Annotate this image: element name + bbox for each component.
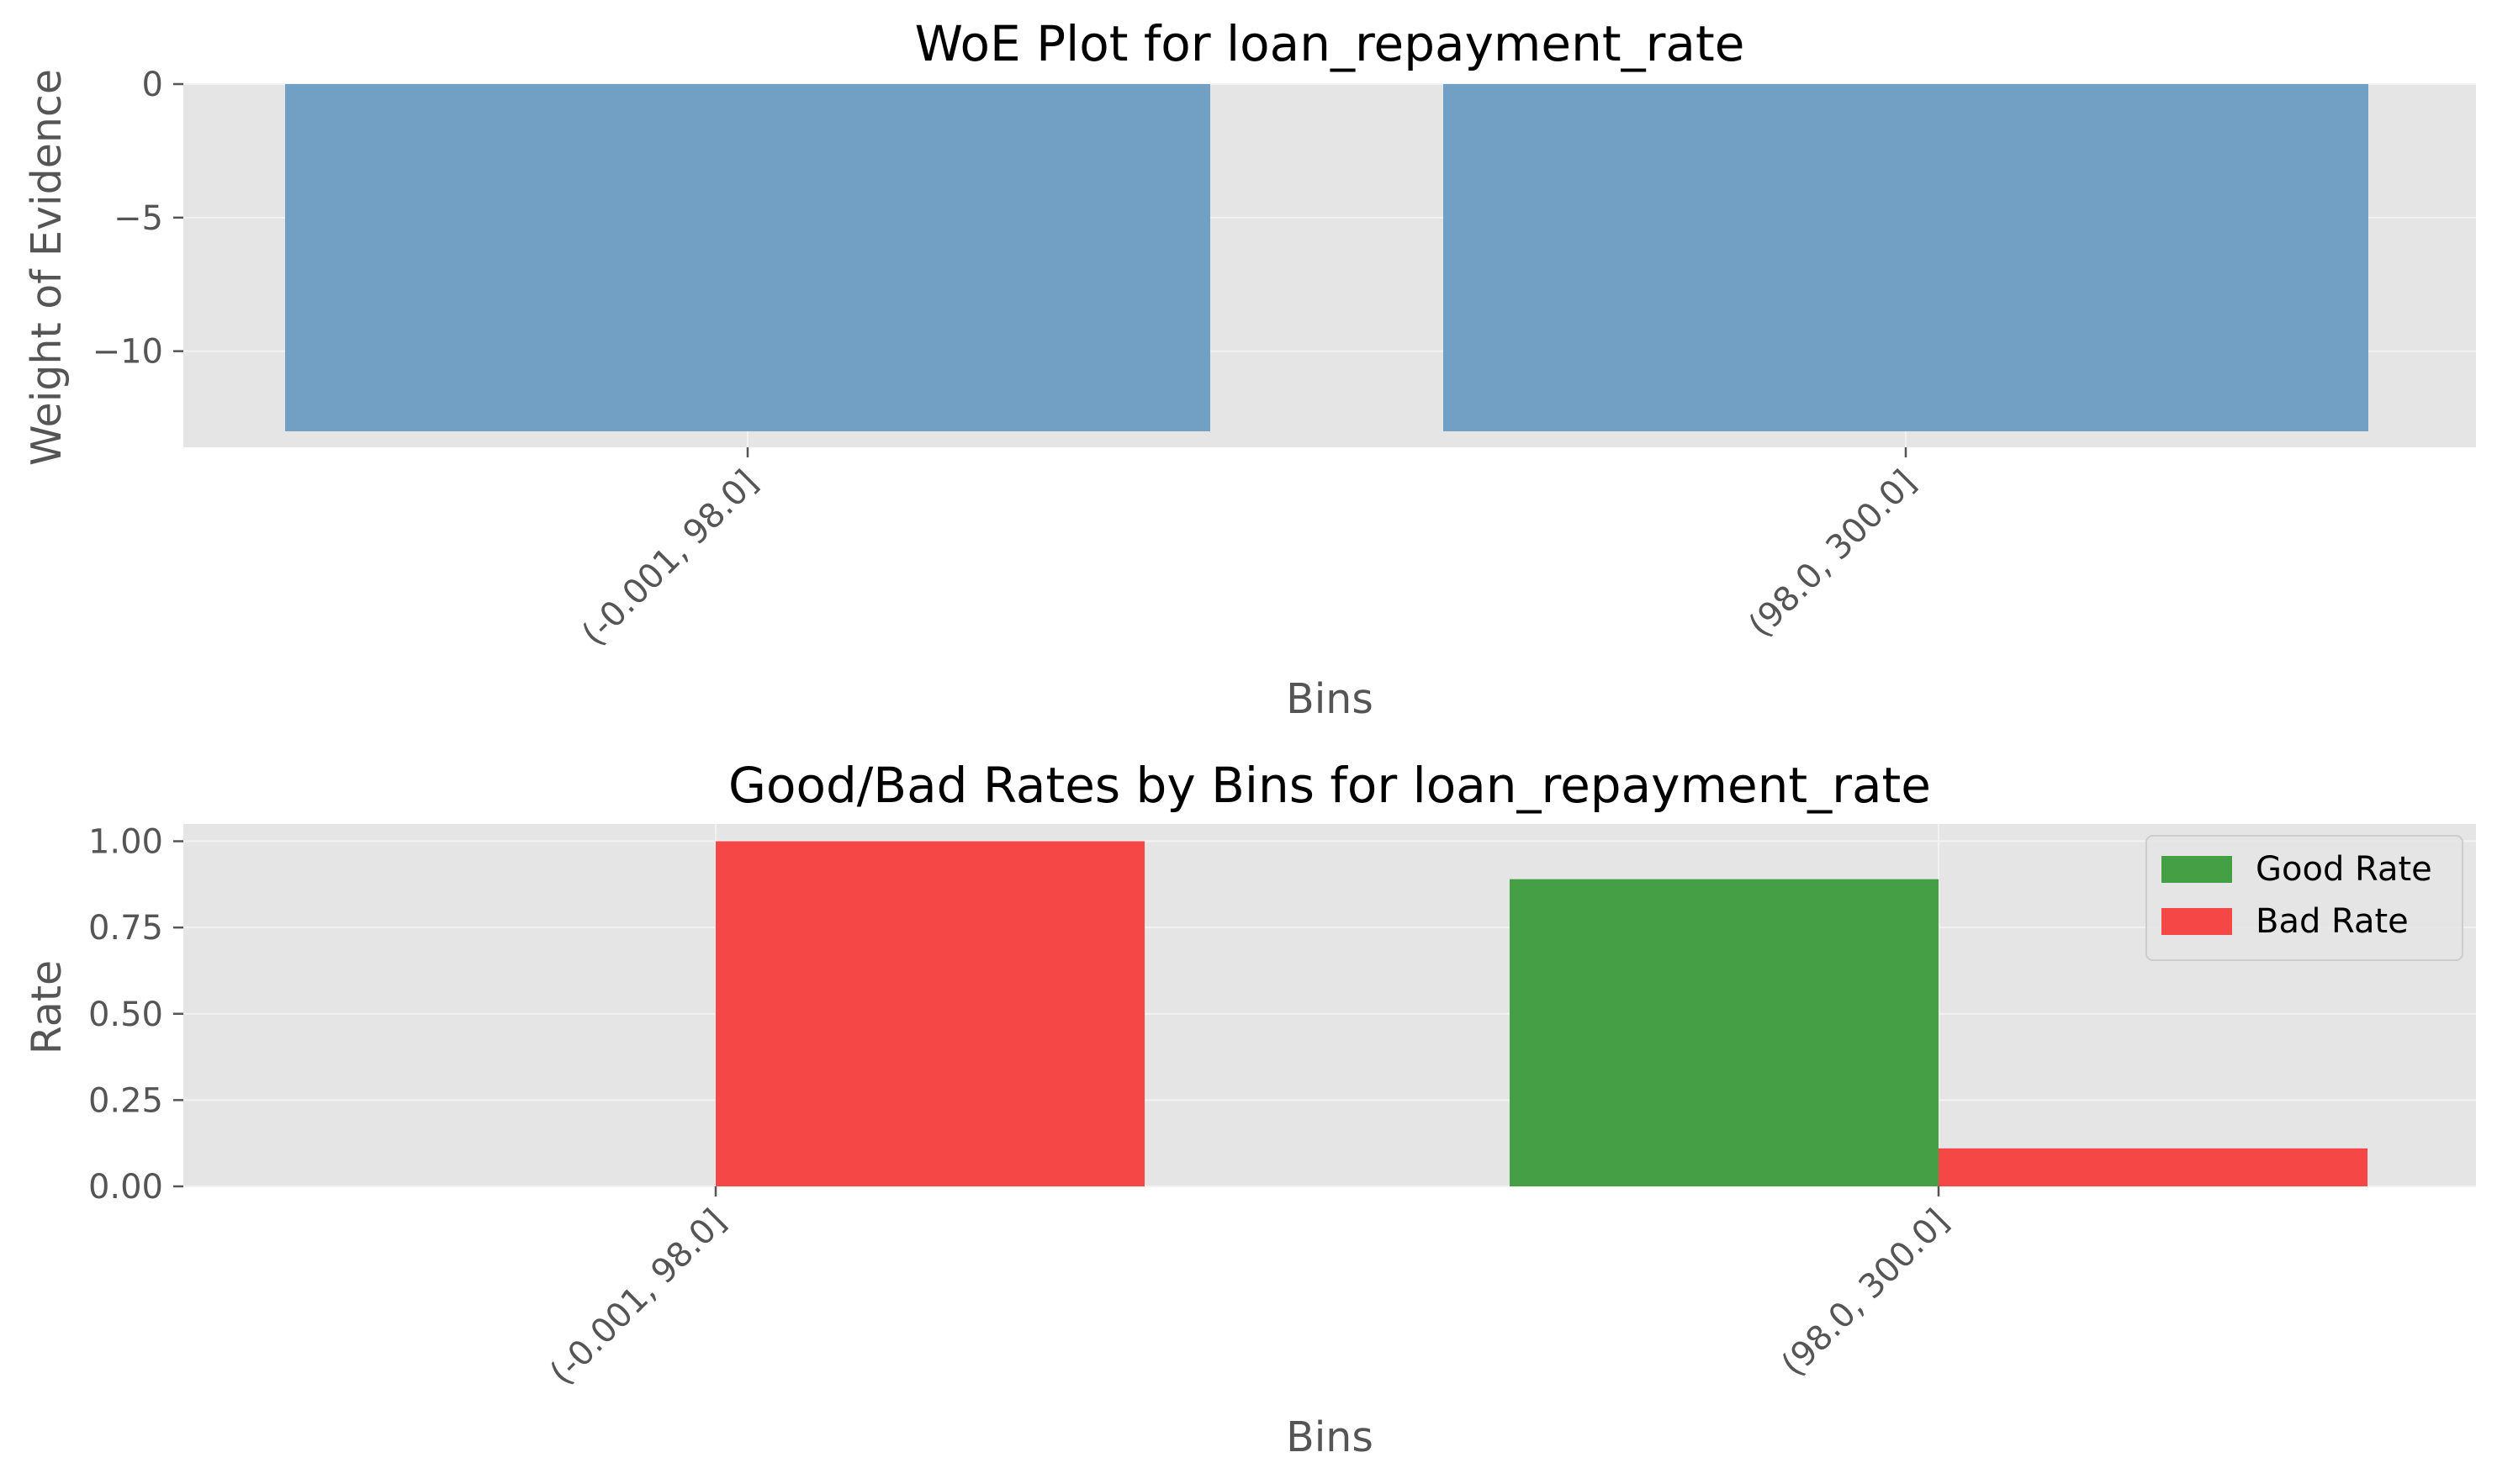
woe-bar <box>1443 84 2368 431</box>
woe-x-tick-label: (-0.001, 98.0] <box>574 463 765 654</box>
woe-y-axis-label: Weight of Evidence <box>23 69 71 466</box>
woe-y-axis: 0 −5 −10 <box>93 66 183 372</box>
bad-rate-bar <box>1939 1148 2367 1186</box>
rate-y-tick-label: 0.75 <box>88 909 163 948</box>
good-rate-bar <box>1510 879 1939 1186</box>
rate-bars <box>716 841 2367 1186</box>
bad-rate-bar <box>716 841 1145 1186</box>
woe-y-tick-label: −5 <box>114 199 163 238</box>
rate-y-tick-label: 0.00 <box>88 1168 163 1207</box>
rate-y-axis-label: Rate <box>23 960 71 1054</box>
rate-legend: Good Rate Bad Rate <box>2145 835 2463 961</box>
woe-x-tick-label: (98.0, 300.0] <box>1742 463 1924 646</box>
rate-y-tick-label: 1.00 <box>88 823 163 862</box>
woe-chart-title: WoE Plot for loan_repayment_rate <box>915 15 1745 72</box>
rate-x-tick-label: (98.0, 300.0] <box>1775 1202 1957 1385</box>
woe-x-axis-label: Bins <box>1286 675 1373 723</box>
rate-chart: Good/Bad Rates by Bins for loan_repaymen… <box>23 757 2476 1461</box>
woe-chart: WoE Plot for loan_repayment_rate 0−5−10 … <box>23 15 2476 723</box>
rate-plot-area <box>183 824 2476 1186</box>
rate-x-axis: (-0.001, 98.0] (98.0, 300.0] <box>542 1186 1956 1392</box>
woe-y-tick-label: 0 <box>142 66 163 104</box>
woe-y-tick-label: −10 <box>93 333 163 372</box>
woe-bar <box>285 84 1210 431</box>
rate-legend-swatch <box>2161 856 2232 883</box>
rate-legend-swatch <box>2161 908 2232 935</box>
woe-bars <box>285 84 2368 431</box>
rate-legend-label: Good Rate <box>2256 850 2432 889</box>
rate-y-tick-label: 0.50 <box>88 995 163 1034</box>
rate-chart-title: Good/Bad Rates by Bins for loan_repaymen… <box>728 757 1931 814</box>
rate-y-tick-label: 0.25 <box>88 1081 163 1120</box>
rate-y-axis: 0.00 0.25 0.50 0.75 1.00 <box>88 823 183 1207</box>
rate-x-axis-label: Bins <box>1286 1413 1373 1461</box>
rate-legend-label: Bad Rate <box>2256 902 2409 941</box>
woe-x-axis: (-0.001, 98.0] (98.0, 300.0] <box>574 447 1923 653</box>
rate-x-tick-label: (-0.001, 98.0] <box>542 1202 733 1393</box>
